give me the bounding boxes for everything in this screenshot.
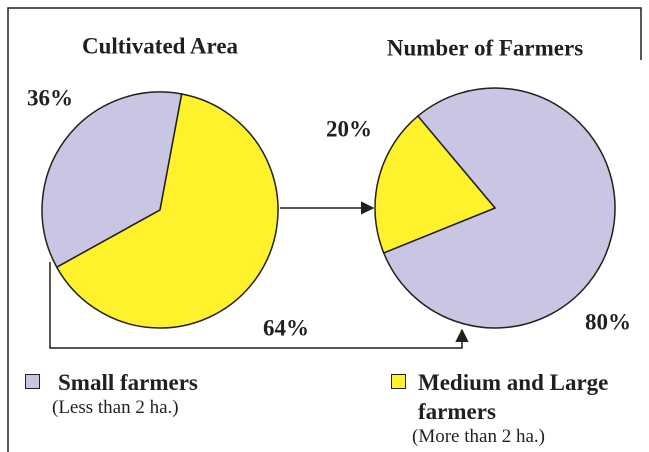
pie-slice — [382, 87, 616, 329]
pie-slice — [41, 91, 183, 269]
data-label: 80% — [585, 309, 631, 334]
legend-item: Medium and Large farmers (More than 2 ha… — [412, 368, 618, 448]
data-label: 64% — [263, 315, 309, 340]
legend-note: (Less than 2 ha.) — [52, 397, 179, 418]
chart-title: Number of Farmers — [387, 35, 583, 60]
legend-item: Small farmers (Less than 2 ha.) — [52, 368, 198, 419]
legend-note: (More than 2 ha.) — [412, 426, 545, 447]
pie-slice — [55, 93, 279, 329]
frame — [7, 7, 642, 452]
arrow — [49, 262, 469, 349]
legend-label: Medium and Large farmers — [418, 370, 609, 424]
legend-swatch — [391, 374, 406, 389]
pie-slice — [374, 115, 497, 254]
data-label: 20% — [326, 116, 372, 141]
legend-swatch — [25, 374, 40, 389]
chart-title: Cultivated Area — [82, 33, 239, 58]
data-label: 36% — [27, 85, 73, 110]
legend-label: Small farmers — [58, 370, 198, 395]
